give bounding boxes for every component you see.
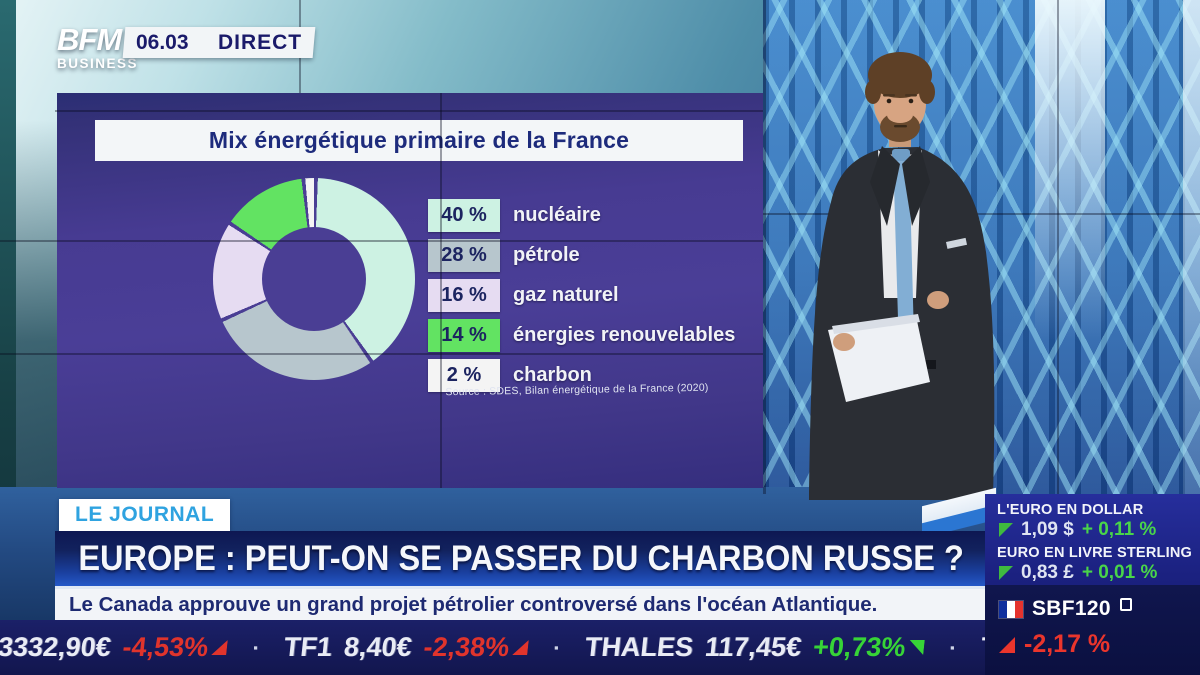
headline-banner: EUROPE : PEUT-ON SE PASSER DU CHARBON RU…	[55, 531, 987, 589]
legend-row-petrole: 28 % pétrole	[428, 239, 735, 272]
up-triangle-icon	[909, 640, 925, 655]
rate-change: + 0,01 %	[1081, 562, 1158, 583]
ticker-entry: THALES 117,45€ +0,73%	[583, 632, 926, 663]
wall-seam	[0, 353, 763, 355]
ticker-entry: TF1 8,40€ -2,38%	[282, 632, 529, 663]
market-panel: L'EURO EN DOLLAR 1,09 $ + 0,11 % EURO EN…	[985, 494, 1200, 675]
index-name: SBF120	[1032, 597, 1111, 620]
headline-text: EUROPE : PEUT-ON SE PASSER DU CHARBON RU…	[78, 538, 964, 578]
legend-row-charbon: 2 % charbon	[428, 359, 735, 392]
donut-hole	[262, 227, 366, 331]
live-badge: DIRECT	[217, 30, 302, 54]
index-change: -2,17 %	[1024, 630, 1111, 658]
legend-chip: 28 %	[428, 239, 500, 272]
studio-light-strip	[1035, 0, 1105, 340]
rate-label: EURO EN LIVRE STERLING	[997, 544, 1193, 561]
subheadline-banner: Le Canada approuve un grand projet pétro…	[55, 589, 1016, 620]
program-badge-label: LE JOURNAL	[75, 503, 215, 526]
index-row: SBF120	[999, 597, 1200, 621]
ticker-separator: ▪	[950, 640, 955, 655]
legend-label: nucléaire	[513, 204, 601, 226]
rate-label: L'EURO EN DOLLAR	[997, 501, 1144, 518]
wall-seam	[763, 0, 766, 494]
ticker-change: +0,73%	[811, 632, 926, 663]
ticker-separator: ▪	[253, 640, 258, 655]
down-triangle-icon	[211, 640, 228, 655]
ticker-change-value: +0,73%	[811, 632, 907, 662]
rate-triangle-icon	[999, 523, 1013, 537]
rate-triangle-icon	[999, 566, 1013, 580]
ticker-change-value: -4,53%	[121, 632, 210, 662]
currency-rates: L'EURO EN DOLLAR 1,09 $ + 0,11 % EURO EN…	[985, 494, 1200, 584]
legend-chip: 16 %	[428, 279, 500, 312]
wall-seam	[763, 213, 1200, 215]
program-badge: LE JOURNAL	[59, 499, 231, 531]
index-panel: SBF120 -2,17 %	[985, 585, 1200, 675]
ticker-name: TF1	[282, 632, 334, 662]
index-change-row: -2,17 %	[999, 630, 1200, 659]
chart-legend: 40 % nucléaire 28 % pétrole 16 % gaz nat…	[428, 199, 735, 399]
ticker-change: -2,38%	[422, 632, 530, 663]
legend-chip: 40 %	[428, 199, 500, 232]
rate-value: 0,83 £	[1021, 562, 1074, 583]
down-triangle-icon	[999, 636, 1015, 653]
lock-icon	[1119, 597, 1132, 611]
rate-row: 0,83 £ + 0,01 %	[999, 562, 1200, 584]
channel-logo-top: BFM	[57, 22, 122, 57]
chart-title: Mix énergétique primaire de la France	[208, 127, 630, 153]
ticker-price: 3332,90€	[0, 632, 113, 662]
channel-logo-bottom: BUSINESS	[57, 56, 139, 71]
wall-seam	[0, 240, 763, 242]
legend-row-nucleaire: 40 % nucléaire	[428, 199, 735, 232]
legend-chip: 2 %	[428, 359, 500, 392]
rate-row: 1,09 $ + 0,11 %	[999, 519, 1200, 541]
french-flag-icon	[999, 600, 1023, 618]
ticker-change: -4,53%	[121, 632, 229, 663]
channel-logo: BFM BUSINESS	[57, 24, 138, 71]
wall-seam	[440, 93, 442, 488]
down-triangle-icon	[512, 640, 529, 655]
legend-row-gaz: 16 % gaz naturel	[428, 279, 735, 312]
time-direct-box: 06.03 DIRECT	[122, 27, 316, 58]
legend-row-renouvelables: 14 % énergies renouvelables	[428, 319, 735, 352]
legend-label: énergies renouvelables	[513, 324, 736, 346]
legend-label: pétrole	[513, 244, 580, 266]
clock: 06.03	[136, 30, 189, 54]
ticker-entry: 3332,90€ -4,53%	[0, 632, 229, 663]
rate-value: 1,09 $	[1021, 519, 1074, 540]
wall-seam	[1057, 0, 1059, 494]
legend-label: gaz naturel	[513, 284, 619, 306]
legend-chip: 14 %	[428, 319, 500, 352]
ticker-price: 8,40€	[342, 632, 414, 662]
chart-title-band: Mix énergétique primaire de la France	[95, 120, 743, 161]
ticker-change-value: -2,38%	[421, 632, 511, 662]
studio-screen: Mix énergétique primaire de la France 40…	[57, 93, 763, 488]
presenter	[809, 52, 995, 500]
legend-label: charbon	[513, 364, 592, 386]
ticker-price: 117,45€	[703, 632, 803, 662]
subheadline-text: Le Canada approuve un grand projet pétro…	[69, 592, 878, 616]
ticker-separator: ▪	[553, 640, 559, 655]
wall-seam	[55, 110, 763, 112]
rate-change: + 0,11 %	[1081, 519, 1157, 540]
ticker-name: THALES	[583, 632, 695, 662]
